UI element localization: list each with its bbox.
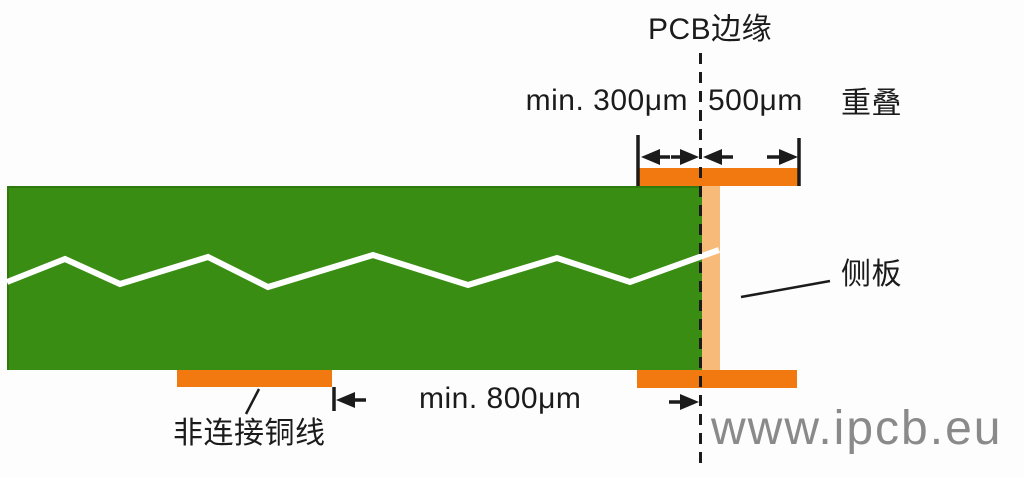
leader-non-connected-slash	[244, 388, 261, 415]
arrow-500-left-head	[703, 149, 722, 165]
arrow-800-left-head	[336, 392, 355, 408]
arrow-500-right-head	[779, 149, 798, 165]
copper-bar-non-connected	[177, 370, 332, 387]
watermark-text: www.ipcb.eu	[711, 402, 1003, 455]
copper-bar-bottom-overlap	[637, 370, 797, 388]
copper-bar-top-overlap	[637, 168, 800, 186]
non-connected-copper-label: 非连接铜线	[173, 417, 326, 450]
pcb-edge-label: PCB边缘	[648, 13, 773, 46]
side-panel-label: 侧板	[841, 258, 902, 291]
dimension-label-500um: 500μm	[708, 84, 803, 117]
dimension-label-min-800um: min. 800μm	[419, 382, 582, 415]
pcb-board	[7, 186, 702, 370]
dimension-label-min-300um: min. 300μm	[525, 84, 688, 117]
arrow-300-right-head	[680, 149, 699, 165]
overlap-label: 重叠	[841, 87, 902, 120]
arrow-800-right-head	[680, 394, 699, 410]
leader-side-panel-line	[740, 279, 831, 299]
side-panel-strip	[702, 186, 720, 370]
arrow-300-left-head	[641, 149, 660, 165]
